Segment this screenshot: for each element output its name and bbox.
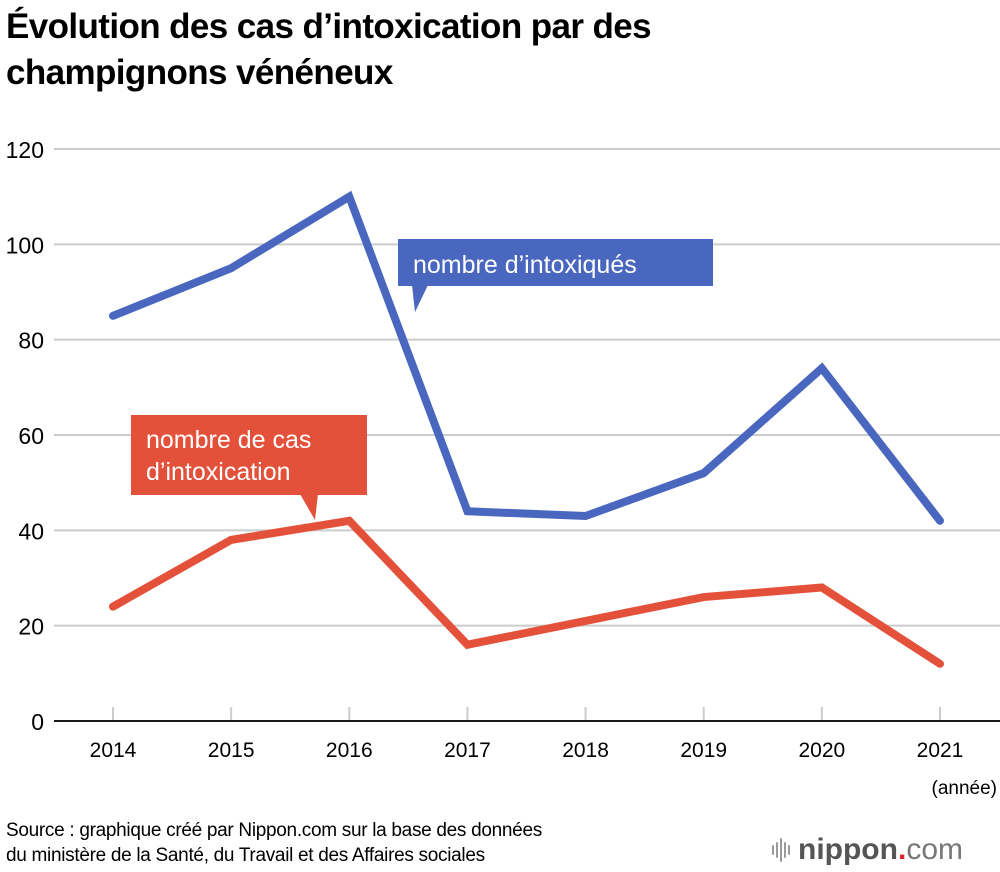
y-tick-label: 80: [18, 328, 44, 354]
nippon-logo: nippon.com: [772, 832, 963, 868]
chart-title: Évolution des cas d’intoxication par des…: [6, 4, 652, 96]
callout-series-1-box: [398, 239, 713, 286]
logo-dot: .: [897, 833, 907, 866]
series-line-2: [109, 516, 944, 668]
logo-suffix: com: [906, 833, 963, 866]
callout-series-1: nombre d’intoxiqués: [398, 239, 713, 312]
series-lines: [109, 190, 944, 668]
callout-series-2: nombre de cas d’intoxication: [131, 415, 367, 520]
y-tick-label: 60: [18, 423, 44, 449]
callout-series-1-label: nombre d’intoxiqués: [413, 251, 637, 279]
callout-series-2-pointer: [300, 494, 318, 520]
chart-title-line-1: Évolution des cas d’intoxication par des: [6, 7, 652, 46]
series-line-1: [109, 190, 944, 525]
chart-title-line-2: champignons vénéneux: [6, 53, 393, 92]
x-tick-label: 2019: [680, 739, 727, 762]
y-axis-ticks: 0 20 40 60 80 100 120: [6, 137, 44, 735]
x-tick-label: 2016: [326, 739, 373, 762]
line-chart: 0 20 40 60 80 100 120 2014 2015 2016 2017 2018 2019…: [6, 137, 1000, 799]
source-line-2: du ministère de la Santé, du Travail et …: [6, 845, 485, 866]
logo-brand: nippon: [798, 833, 898, 866]
source-note: Source : graphique créé par Nippon.com s…: [6, 818, 542, 868]
x-axis-ticks: 2014 2015 2016 2017 2018 2019 2020 2021: [90, 707, 964, 762]
source-line-1: Source : graphique créé par Nippon.com s…: [6, 820, 542, 841]
callout-series-1-pointer: [412, 285, 428, 312]
y-tick-label: 120: [6, 137, 44, 163]
callout-series-2-label-line-2: d’intoxication: [146, 458, 291, 486]
x-tick-label: 2014: [90, 739, 137, 762]
x-tick-label: 2021: [917, 739, 964, 762]
y-tick-label: 40: [18, 518, 44, 544]
x-tick-label: 2018: [562, 739, 609, 762]
y-tick-label: 0: [31, 709, 44, 735]
callout-series-2-box: [131, 415, 367, 495]
y-tick-label: 100: [6, 232, 44, 258]
x-tick-label: 2020: [798, 739, 845, 762]
logo-soundwave-icon: [772, 838, 790, 862]
y-tick-label: 20: [18, 614, 44, 640]
logo-wordmark: nippon.com: [798, 833, 963, 867]
x-axis-label: (année): [932, 778, 998, 799]
callout-series-2-label-line-1: nombre de cas: [146, 426, 311, 454]
x-tick-label: 2017: [444, 739, 491, 762]
x-tick-label: 2015: [208, 739, 255, 762]
gridlines: [54, 148, 1000, 627]
